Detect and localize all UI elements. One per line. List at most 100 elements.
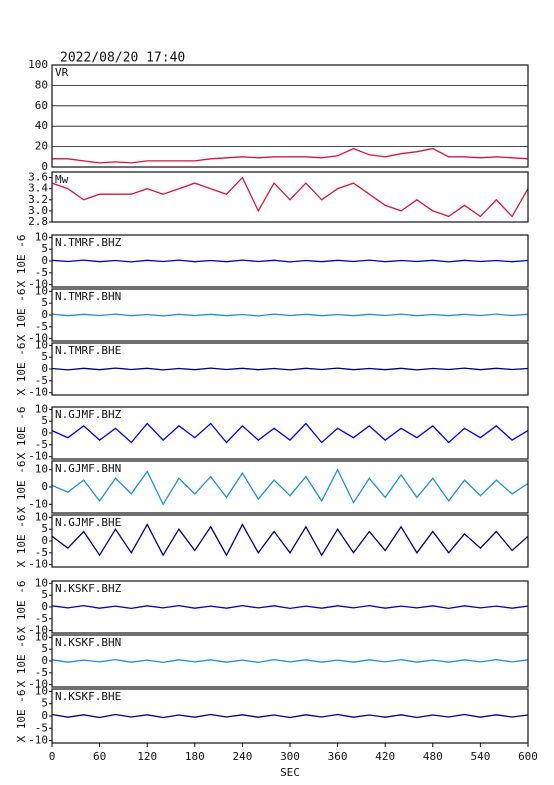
- panel-label: N.KSKF.BHE: [55, 690, 121, 703]
- x-tick-label: 480: [423, 750, 443, 763]
- y-tick-label: -10: [28, 624, 48, 637]
- y-tick-label: 0: [41, 709, 48, 722]
- y-tick-label: 0: [41, 160, 48, 173]
- y-tick-label: 10: [35, 402, 48, 415]
- y-tick-label: -10: [28, 386, 48, 399]
- y-tick-label: 10: [35, 510, 48, 523]
- y-tick-label: 5: [41, 350, 48, 363]
- y-axis-label: X 10E -6: [15, 515, 28, 568]
- y-axis-label: X 10E -6: [15, 289, 28, 342]
- y-tick-label: -5: [35, 438, 48, 451]
- y-axis-label: X 10E -6: [15, 461, 28, 514]
- x-tick-label: 540: [470, 750, 490, 763]
- panel-label: N.GJMF.BHN: [55, 462, 121, 475]
- y-tick-label: 0: [41, 362, 48, 375]
- y-tick-label: -5: [35, 266, 48, 279]
- y-tick-label: -10: [28, 332, 48, 345]
- panel-label: N.GJMF.BHZ: [55, 408, 122, 421]
- y-tick-label: 60: [35, 99, 48, 112]
- y-tick-label: 0: [41, 600, 48, 613]
- y-tick-label: 3.0: [28, 204, 48, 217]
- y-axis-label: X 10E -6: [15, 235, 28, 288]
- x-tick-label: 0: [49, 750, 56, 763]
- trace: [51, 468, 529, 506]
- trace: [51, 713, 529, 719]
- y-tick-label: 5: [41, 414, 48, 427]
- x-tick-label: 300: [280, 750, 300, 763]
- chart-title: 2022/08/20 17:40: [60, 51, 185, 66]
- panel-frame: [51, 342, 529, 396]
- y-tick-label: -10: [28, 497, 48, 510]
- y-axis-label: X 10E -6: [15, 343, 28, 396]
- x-tick-label: 600: [518, 750, 538, 763]
- y-tick-label: -5: [35, 666, 48, 679]
- y-tick-label: 0: [41, 480, 48, 493]
- y-tick-label: -5: [35, 546, 48, 559]
- y-tick-label: 3.4: [28, 182, 48, 195]
- panel-frame: [51, 460, 529, 514]
- y-tick-label: 10: [35, 338, 48, 351]
- y-tick-label: 20: [35, 140, 48, 153]
- panel-label: N.TMRF.BHZ: [55, 236, 122, 249]
- y-tick-label: -5: [35, 374, 48, 387]
- y-tick-label: -5: [35, 612, 48, 625]
- y-tick-label: 10: [35, 463, 48, 476]
- y-tick-label: -10: [28, 678, 48, 691]
- y-tick-label: -10: [28, 450, 48, 463]
- trace: [51, 604, 529, 610]
- y-tick-label: 5: [41, 522, 48, 535]
- y-tick-label: 5: [41, 296, 48, 309]
- panel-frame: [51, 406, 529, 460]
- panel-label: N.TMRF.BHN: [55, 290, 121, 303]
- x-tick-label: 60: [93, 750, 106, 763]
- panel-label: N.KSKF.BHN: [55, 636, 121, 649]
- y-tick-label: 80: [35, 78, 48, 91]
- y-tick-label: 3.2: [28, 193, 48, 206]
- y-axis-label: X 10E -6: [15, 690, 28, 743]
- panel-frame: [51, 234, 529, 288]
- y-axis-label: X 10E -6: [15, 581, 28, 634]
- panel-frame: [51, 288, 529, 342]
- panel-label: VR: [55, 66, 69, 79]
- panel-frame: [51, 171, 529, 223]
- y-tick-label: 10: [35, 684, 48, 697]
- y-tick-label: 5: [41, 697, 48, 710]
- x-tick-label: 420: [375, 750, 395, 763]
- trace: [51, 259, 529, 263]
- y-tick-label: 0: [41, 534, 48, 547]
- panel-label: N.GJMF.BHE: [55, 516, 121, 529]
- y-tick-label: 0: [41, 308, 48, 321]
- panel-label: N.TMRF.BHE: [55, 344, 121, 357]
- x-axis-label: SEC: [280, 766, 300, 779]
- trace: [51, 523, 529, 557]
- x-tick-label: 360: [328, 750, 348, 763]
- panel-label: Mw: [55, 173, 69, 186]
- trace: [51, 176, 529, 218]
- y-tick-label: 5: [41, 642, 48, 655]
- y-tick-label: -10: [28, 558, 48, 571]
- y-tick-label: 2.8: [28, 215, 48, 228]
- panel-label: N.KSKF.BHZ: [55, 582, 122, 595]
- y-tick-label: 10: [35, 284, 48, 297]
- y-tick-label: 10: [35, 576, 48, 589]
- panel-frame: [51, 514, 529, 568]
- y-tick-label: -10: [28, 278, 48, 291]
- trace: [51, 422, 529, 444]
- x-tick-label: 240: [232, 750, 252, 763]
- y-axis-label: X 10E -6: [15, 407, 28, 460]
- y-tick-label: 5: [41, 242, 48, 255]
- panel-frame: [51, 634, 529, 688]
- x-tick-label: 180: [185, 750, 205, 763]
- trace: [52, 147, 529, 164]
- y-tick-label: 10: [35, 630, 48, 643]
- x-tick-label: 120: [137, 750, 157, 763]
- y-tick-label: 3.6: [28, 171, 48, 184]
- y-tick-label: 5: [41, 588, 48, 601]
- y-tick-label: 0: [41, 654, 48, 667]
- y-axis-label: X 10E -6: [15, 635, 28, 688]
- y-tick-label: -10: [28, 734, 48, 747]
- y-tick-label: 0: [41, 254, 48, 267]
- y-tick-label: -5: [35, 721, 48, 734]
- trace: [51, 313, 529, 317]
